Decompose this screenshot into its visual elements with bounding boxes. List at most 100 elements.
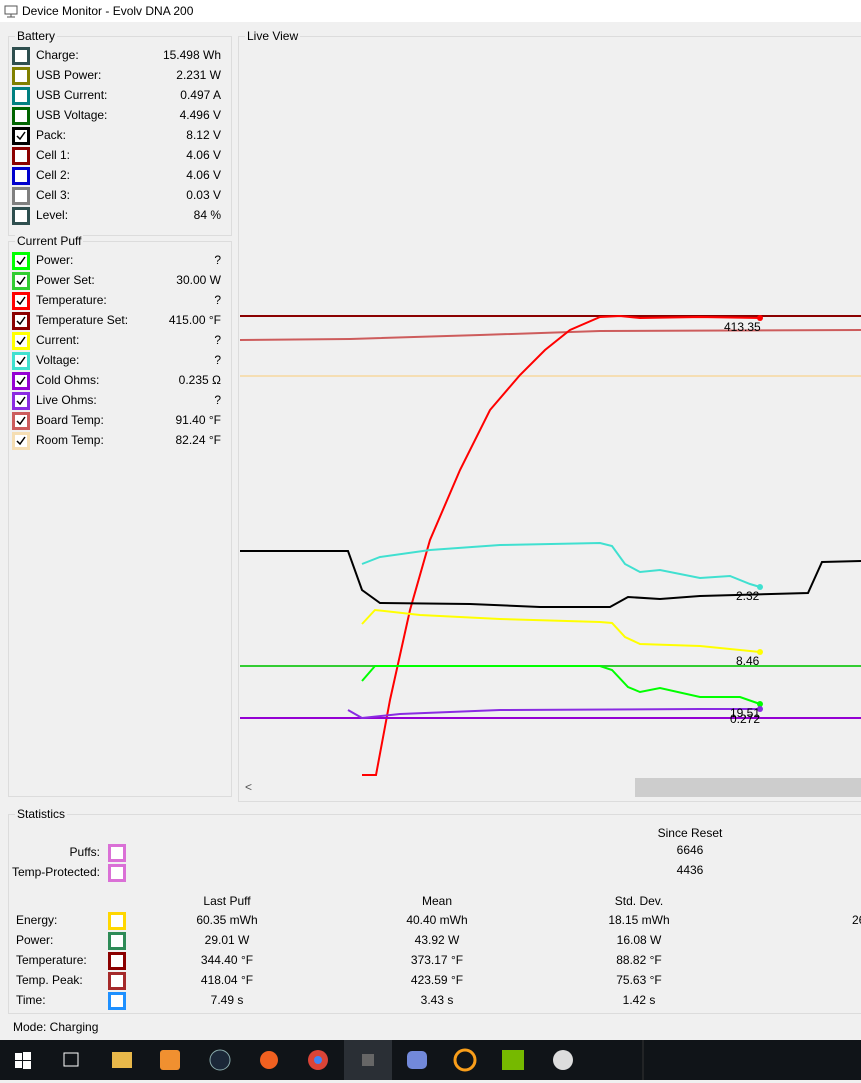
check-mark: [16, 396, 26, 406]
check-mark: [16, 376, 26, 386]
statistics-group: Statistics: [8, 807, 861, 1014]
stat-value: 1.42 s: [622, 993, 656, 1007]
field-value: 84 %: [193, 208, 221, 222]
field-value: ?: [214, 293, 221, 307]
live-view-plot: [240, 314, 861, 776]
live-view-group: Live View: [238, 29, 861, 802]
scroll-thumb[interactable]: [635, 778, 861, 797]
field-label: Board Temp:: [36, 413, 104, 427]
row-label: Time:: [16, 993, 46, 1007]
taskbar: [0, 1040, 861, 1080]
checkbox[interactable]: [12, 292, 30, 310]
app-icon: [4, 5, 18, 18]
field-label: USB Voltage:: [36, 108, 108, 122]
stat-value: 3.43 s: [420, 993, 454, 1007]
checkbox[interactable]: [12, 352, 30, 370]
current-puff-group: Current Puff: [8, 234, 232, 797]
stat-value: 7.49 s: [210, 993, 244, 1007]
scroll-left[interactable]: <: [245, 780, 253, 794]
field-label: Power:: [36, 253, 74, 267]
trace-label: 19.51: [730, 706, 761, 720]
field-label: USB Power:: [36, 68, 102, 82]
group-title: Live View: [245, 29, 301, 43]
trace: [361, 665, 761, 705]
trace-label: 413.35: [724, 320, 761, 334]
column-header: Last Puff: [203, 894, 251, 908]
check-mark: [16, 256, 26, 266]
field-label: Cell 2:: [36, 168, 71, 182]
row-label: Energy:: [16, 913, 58, 927]
trace: [240, 550, 861, 608]
field-value: 4.496 V: [179, 108, 221, 122]
field-value: ?: [214, 353, 221, 367]
checkbox[interactable]: [12, 47, 30, 65]
field-value: 0.03 V: [186, 188, 221, 202]
checkbox[interactable]: [12, 87, 30, 105]
field-value: 15.498 Wh: [162, 48, 221, 62]
status-text: Mode: Charging: [13, 1020, 99, 1034]
checkbox[interactable]: [12, 207, 30, 225]
stat-value: 344.40 °F: [200, 953, 254, 967]
checkbox[interactable]: [12, 272, 30, 290]
group-title: Current Puff: [15, 234, 84, 248]
checkbox[interactable]: [12, 147, 30, 165]
column-header: Since Reset: [657, 826, 723, 840]
checkbox[interactable]: [108, 932, 126, 950]
checkbox[interactable]: [12, 252, 30, 270]
checkbox[interactable]: [108, 992, 126, 1010]
window-title: Device Monitor - Evolv DNA 200: [22, 4, 194, 18]
counter-value: 6646: [676, 843, 704, 857]
checkbox[interactable]: [12, 412, 30, 430]
check-mark: [16, 276, 26, 286]
counter-value: 4436: [676, 863, 704, 877]
field-label: Live Ohms:: [36, 393, 97, 407]
field-value: ?: [214, 253, 221, 267]
trace: [361, 608, 761, 653]
checkbox[interactable]: [12, 332, 30, 350]
trace: [361, 541, 761, 588]
checkbox[interactable]: [12, 372, 30, 390]
field-label: Charge:: [36, 48, 79, 62]
stat-value: 60.35 mWh: [196, 913, 258, 927]
column-header: Mean: [421, 894, 453, 908]
trace: [362, 314, 761, 776]
checkbox[interactable]: [12, 167, 30, 185]
checkbox[interactable]: [108, 864, 126, 882]
check-mark: [16, 436, 26, 446]
check-mark: [16, 316, 26, 326]
check-mark: [16, 356, 26, 366]
checkbox[interactable]: [108, 912, 126, 930]
counter-label: Temp-Protected:: [11, 865, 100, 879]
scrollbar[interactable]: <: [240, 778, 861, 797]
field-label: Cell 1:: [36, 148, 71, 162]
checkbox[interactable]: [108, 972, 126, 990]
field-value: 0.235 Ω: [178, 373, 221, 387]
field-value: 4.06 V: [186, 168, 221, 182]
stat-value: 26: [852, 913, 861, 927]
field-label: Power Set:: [36, 273, 95, 287]
trace-label: 0.272: [730, 712, 761, 726]
title-bar: Device Monitor - Evolv DNA 200: [0, 0, 861, 22]
field-label: Cell 3:: [36, 188, 71, 202]
checkbox[interactable]: [12, 107, 30, 125]
row-label: Temp. Peak:: [16, 973, 83, 987]
row-label: Temperature:: [16, 953, 87, 967]
checkbox[interactable]: [12, 392, 30, 410]
stat-value: 18.15 mWh: [608, 913, 670, 927]
checkbox[interactable]: [12, 67, 30, 85]
field-label: Current:: [36, 333, 80, 347]
stat-value: 29.01 W: [204, 933, 250, 947]
checkbox[interactable]: [12, 187, 30, 205]
trace-label: 8.46: [736, 654, 760, 668]
checkbox[interactable]: [12, 127, 30, 145]
checkbox[interactable]: [12, 312, 30, 330]
stat-value: 88.82 °F: [616, 953, 662, 967]
row-label: Power:: [16, 933, 54, 947]
checkbox[interactable]: [108, 952, 126, 970]
checkbox[interactable]: [12, 432, 30, 450]
field-value: 4.06 V: [186, 148, 221, 162]
stat-value: 423.59 °F: [410, 973, 464, 987]
battery-group: Battery: [8, 29, 232, 236]
field-value: 30.00 W: [176, 273, 221, 287]
checkbox[interactable]: [108, 844, 126, 862]
